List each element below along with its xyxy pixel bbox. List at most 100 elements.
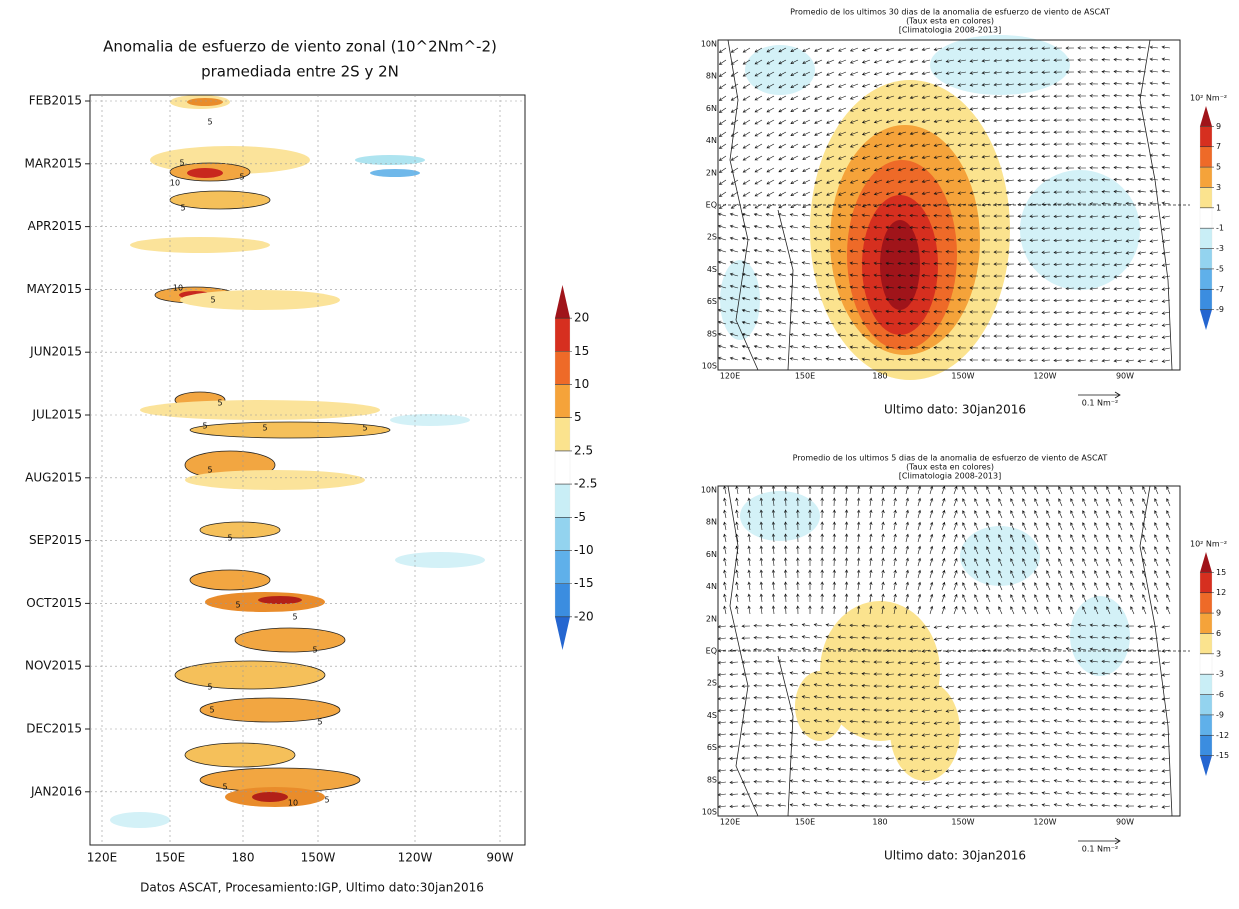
anomaly-shading bbox=[745, 45, 815, 95]
x-tick-label: 90W bbox=[1116, 372, 1134, 381]
colorbar-segment bbox=[554, 351, 571, 385]
colorbar-label: 15 bbox=[574, 344, 589, 358]
contour-label: 5 bbox=[239, 173, 244, 182]
colorbar-segment bbox=[1199, 268, 1213, 290]
map-title: [Climatologia 2008-2013] bbox=[899, 472, 1001, 481]
map-title: [Climatologia 2008-2013] bbox=[899, 26, 1001, 35]
y-tick-label: 6N bbox=[706, 550, 717, 559]
x-tick-label: 180 bbox=[872, 818, 887, 827]
y-tick-label: 6S bbox=[707, 743, 717, 752]
colorbar-segment bbox=[554, 583, 571, 617]
colorbar-segment bbox=[1199, 126, 1213, 147]
colorbar-segment bbox=[1199, 572, 1213, 593]
colorbar-label: 12 bbox=[1216, 588, 1226, 597]
colorbar-label: -6 bbox=[1216, 690, 1224, 699]
wind-vectors bbox=[717, 45, 1171, 363]
anomaly-shading bbox=[390, 414, 470, 426]
y-tick-label: JAN2016 bbox=[30, 784, 82, 798]
x-tick-label: 120E bbox=[720, 372, 740, 381]
y-tick-label: NOV2015 bbox=[25, 659, 82, 673]
y-tick-label: DEC2015 bbox=[26, 722, 82, 736]
colorbar-unit: 10² Nm⁻² bbox=[1190, 540, 1227, 549]
coastline bbox=[727, 39, 1173, 371]
y-tick-label: OCT2015 bbox=[26, 596, 82, 610]
x-tick-label: 150W bbox=[951, 818, 974, 827]
contour-label: 5 bbox=[317, 718, 322, 727]
colorbar-label: 9 bbox=[1216, 609, 1221, 618]
y-tick-label: 2N bbox=[706, 614, 717, 623]
x-tick-label: 180 bbox=[872, 372, 887, 381]
anomaly-shading bbox=[395, 552, 485, 568]
y-tick-label: 4N bbox=[706, 136, 717, 145]
anomaly-shading bbox=[185, 470, 365, 490]
colorbar-label: -3 bbox=[1216, 244, 1224, 253]
colorbar-cap bbox=[1200, 552, 1212, 573]
x-tick-label: 120W bbox=[398, 851, 433, 865]
footer: Datos ASCAT, Procesamiento:IGP, Ultimo d… bbox=[140, 881, 484, 895]
reference-arrow-head bbox=[1114, 391, 1121, 399]
anomaly-shading bbox=[740, 491, 820, 541]
colorbar-segment bbox=[1199, 207, 1213, 229]
contour-label: 5 bbox=[179, 159, 184, 168]
contour-label: 10 bbox=[173, 284, 183, 293]
anomaly-shading bbox=[258, 596, 302, 604]
coastline bbox=[727, 485, 1173, 817]
contour-label: 5 bbox=[222, 783, 227, 792]
colorbar-segment bbox=[554, 483, 571, 518]
y-tick-label: 2N bbox=[706, 168, 717, 177]
y-tick-label: 4S bbox=[707, 265, 717, 274]
colorbar-segment bbox=[1199, 653, 1213, 675]
colorbar-unit: 10² Nm⁻² bbox=[1190, 94, 1227, 103]
colorbar-label: 9 bbox=[1216, 122, 1221, 131]
contour-label: 5 bbox=[210, 296, 215, 305]
y-tick-label: 2S bbox=[707, 679, 717, 688]
colorbar-label: 2.5 bbox=[574, 443, 593, 457]
colorbar-segment bbox=[1199, 166, 1213, 188]
map-title: Promedio de los ultimos 5 dias de la ano… bbox=[793, 454, 1108, 463]
colorbar-segment bbox=[1199, 187, 1213, 208]
anomaly-shading bbox=[130, 237, 270, 253]
anomaly-shading bbox=[960, 526, 1040, 586]
y-tick-label: 10N bbox=[701, 486, 717, 495]
colorbar-label: -10 bbox=[574, 543, 594, 557]
colorbar-label: 1 bbox=[1216, 203, 1221, 212]
anomaly-shading bbox=[234, 627, 346, 653]
colorbar-label: 20 bbox=[574, 311, 589, 325]
colorbar-segment bbox=[1199, 592, 1213, 614]
contour-label: 5 bbox=[202, 422, 207, 431]
contour-label: 5 bbox=[207, 118, 212, 127]
anomaly-shading bbox=[189, 569, 271, 591]
map-footer: Ultimo dato: 30jan2016 bbox=[884, 403, 1026, 417]
x-tick-label: 150E bbox=[795, 818, 815, 827]
contour-label: 5 bbox=[362, 424, 367, 433]
y-tick-label: JUN2015 bbox=[29, 345, 82, 359]
contour-label: 5 bbox=[324, 796, 329, 805]
y-tick-label: 8S bbox=[707, 775, 717, 784]
anomaly-shading bbox=[140, 400, 380, 420]
y-tick-label: 2S bbox=[707, 233, 717, 242]
contour-label: 10 bbox=[170, 179, 180, 188]
x-tick-label: 180 bbox=[232, 851, 255, 865]
colorbar-segment bbox=[554, 450, 571, 485]
wind-vectors bbox=[717, 485, 1171, 809]
y-tick-label: 4S bbox=[707, 711, 717, 720]
map-footer: Ultimo dato: 30jan2016 bbox=[884, 849, 1026, 863]
colorbar-segment bbox=[1199, 228, 1213, 249]
map-title: (Taux esta en colores) bbox=[906, 17, 994, 26]
colorbar-cap bbox=[1200, 309, 1212, 330]
contour-label: 5 bbox=[235, 601, 240, 610]
anomaly-shading bbox=[880, 220, 920, 310]
colorbar-segment bbox=[554, 417, 571, 452]
anomaly-shading bbox=[199, 521, 281, 539]
colorbar-segment bbox=[1199, 714, 1213, 736]
colorbar-segment bbox=[1199, 248, 1213, 270]
x-tick-label: 120E bbox=[87, 851, 118, 865]
colorbar-cap bbox=[1200, 755, 1212, 776]
colorbar-label: -15 bbox=[574, 576, 594, 590]
contour-label: 5 bbox=[209, 706, 214, 715]
reference-arrow-head bbox=[1114, 837, 1121, 845]
colorbar-label: 7 bbox=[1216, 142, 1221, 151]
colorbar-label: 10 bbox=[574, 377, 589, 391]
map-title: (Taux esta en colores) bbox=[906, 463, 994, 472]
